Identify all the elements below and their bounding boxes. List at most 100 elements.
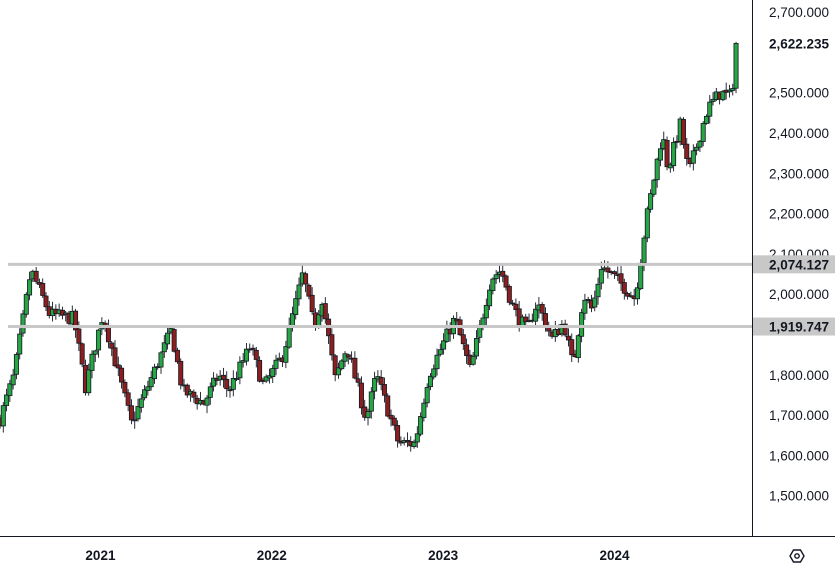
candle-up[interactable] xyxy=(592,297,598,308)
candle-up[interactable] xyxy=(579,312,585,337)
candle-down[interactable] xyxy=(621,282,627,294)
candle-down[interactable] xyxy=(625,293,631,297)
candle-up[interactable] xyxy=(575,335,581,359)
candle-up[interactable] xyxy=(10,374,16,386)
candle-up[interactable] xyxy=(710,98,716,102)
candle-down[interactable] xyxy=(464,344,470,356)
candle-up[interactable] xyxy=(720,90,726,101)
candle-up[interactable] xyxy=(148,377,154,388)
candle-down[interactable] xyxy=(109,342,115,349)
candle-down[interactable] xyxy=(618,273,624,284)
candle-down[interactable] xyxy=(381,384,387,396)
candle-up[interactable] xyxy=(638,262,644,290)
candle-down[interactable] xyxy=(119,367,125,383)
candle-up[interactable] xyxy=(316,314,322,327)
candle-down[interactable] xyxy=(220,374,226,380)
candle-down[interactable] xyxy=(332,355,338,376)
candle-down[interactable] xyxy=(76,328,82,344)
candle-up[interactable] xyxy=(424,387,430,404)
candle-up[interactable] xyxy=(421,402,427,418)
candle-up[interactable] xyxy=(726,89,732,93)
candle-up[interactable] xyxy=(690,150,696,164)
candle-up[interactable] xyxy=(13,354,19,375)
candle-up[interactable] xyxy=(697,140,703,148)
candle-up[interactable] xyxy=(703,115,709,124)
candle-up[interactable] xyxy=(487,289,493,307)
candle-up[interactable] xyxy=(270,368,276,378)
candle-down[interactable] xyxy=(112,347,118,367)
chart-settings-button[interactable] xyxy=(789,549,805,563)
candle-up[interactable] xyxy=(7,383,13,396)
candle-down[interactable] xyxy=(329,334,335,356)
candle-down[interactable] xyxy=(565,335,571,341)
candle-down[interactable] xyxy=(388,414,394,420)
candle-up[interactable] xyxy=(427,375,433,388)
candle-up[interactable] xyxy=(582,299,588,314)
candle-down[interactable] xyxy=(73,310,79,331)
candle-up[interactable] xyxy=(431,368,437,378)
candle-up[interactable] xyxy=(273,359,279,369)
candle-up[interactable] xyxy=(483,304,489,319)
candle-down[interactable] xyxy=(250,347,256,350)
candle-down[interactable] xyxy=(355,378,361,383)
candle-down[interactable] xyxy=(178,360,184,386)
candle-down[interactable] xyxy=(611,271,617,275)
candle-down[interactable] xyxy=(569,339,575,356)
candle-down[interactable] xyxy=(303,273,309,285)
candle-down[interactable] xyxy=(385,395,391,417)
candle-down[interactable] xyxy=(171,329,177,352)
candle-down[interactable] xyxy=(664,140,670,168)
candle-down[interactable] xyxy=(105,325,111,343)
candle-up[interactable] xyxy=(339,360,345,370)
candle-up[interactable] xyxy=(283,346,289,363)
candle-up[interactable] xyxy=(470,355,476,365)
candle-up[interactable] xyxy=(237,361,243,379)
candle-up[interactable] xyxy=(89,353,95,371)
candle-up[interactable] xyxy=(165,332,171,345)
candle-up[interactable] xyxy=(296,284,302,300)
candle-up[interactable] xyxy=(595,283,601,298)
candle-up[interactable] xyxy=(733,43,739,89)
candle-down[interactable] xyxy=(125,392,131,406)
candle-up[interactable] xyxy=(441,340,447,350)
candle-up[interactable] xyxy=(286,325,292,348)
candle-up[interactable] xyxy=(342,353,348,362)
candle-up[interactable] xyxy=(138,398,144,408)
candle-up[interactable] xyxy=(17,333,23,355)
candle-up[interactable] xyxy=(96,329,102,351)
candle-up[interactable] xyxy=(730,88,736,91)
candle-down[interactable] xyxy=(391,417,397,426)
candle-down[interactable] xyxy=(523,316,529,323)
candle-up[interactable] xyxy=(598,269,604,284)
candle-up[interactable] xyxy=(289,313,295,327)
candle-down[interactable] xyxy=(191,391,197,398)
candle-down[interactable] xyxy=(539,304,545,314)
candle-up[interactable] xyxy=(27,279,33,296)
candle-down[interactable] xyxy=(680,119,686,145)
candle-down[interactable] xyxy=(585,298,591,301)
candle-up[interactable] xyxy=(473,338,479,357)
candle-up[interactable] xyxy=(493,274,499,280)
candle-up[interactable] xyxy=(86,369,92,394)
candle-up[interactable] xyxy=(263,376,269,382)
candle-down[interactable] xyxy=(257,359,263,382)
candle-down[interactable] xyxy=(404,439,410,443)
candle-up[interactable] xyxy=(654,158,660,181)
candle-up[interactable] xyxy=(707,101,713,117)
candle-up[interactable] xyxy=(23,294,29,315)
candle-up[interactable] xyxy=(533,308,539,322)
candle-down[interactable] xyxy=(174,349,180,363)
candle-up[interactable] xyxy=(20,313,26,334)
candle-up[interactable] xyxy=(293,298,299,316)
candle-down[interactable] xyxy=(306,284,312,297)
candle-up[interactable] xyxy=(700,123,706,142)
candle-up[interactable] xyxy=(444,328,450,342)
candle-up[interactable] xyxy=(648,193,654,210)
candle-up[interactable] xyxy=(335,367,341,376)
candle-up[interactable] xyxy=(234,378,240,380)
candle-down[interactable] xyxy=(122,381,128,394)
candle-up[interactable] xyxy=(667,164,673,169)
candle-down[interactable] xyxy=(184,384,190,396)
candle-up[interactable] xyxy=(92,350,98,355)
candle-down[interactable] xyxy=(460,334,466,345)
